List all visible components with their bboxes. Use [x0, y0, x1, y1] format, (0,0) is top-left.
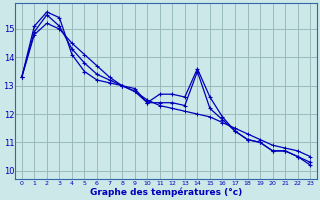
X-axis label: Graphe des températures (°c): Graphe des températures (°c)	[90, 187, 242, 197]
